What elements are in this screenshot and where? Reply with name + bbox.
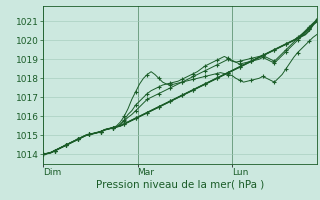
X-axis label: Pression niveau de la mer( hPa ): Pression niveau de la mer( hPa ) bbox=[96, 180, 264, 190]
